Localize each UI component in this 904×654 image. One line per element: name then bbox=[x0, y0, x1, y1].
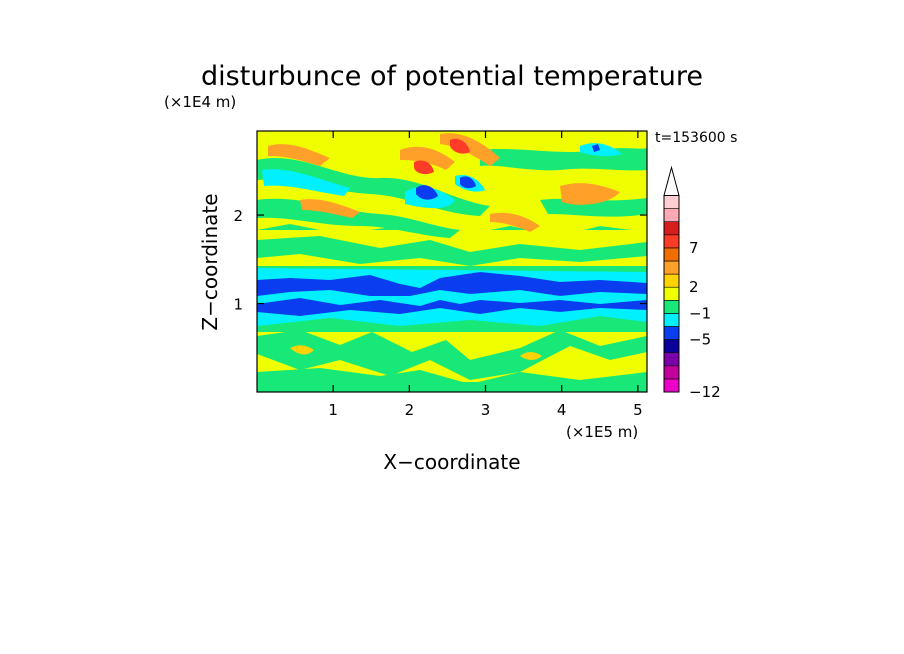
colorbar-swatch bbox=[663, 234, 680, 249]
colorbar-swatch bbox=[663, 339, 680, 354]
x-tick-label: 3 bbox=[481, 401, 491, 419]
colorbar-swatch bbox=[663, 313, 680, 327]
x-scale-label: (×1E5 m) bbox=[566, 423, 638, 441]
x-tick-label: 4 bbox=[557, 401, 567, 419]
colorbar-swatch bbox=[663, 273, 680, 288]
colorbar-label: −5 bbox=[689, 331, 711, 349]
x-tick-label: 5 bbox=[633, 401, 643, 419]
wave-red-1 bbox=[414, 160, 434, 175]
blue-band-lower bbox=[257, 298, 647, 316]
y-tick-label: 2 bbox=[233, 207, 243, 225]
blue-band-upper bbox=[257, 272, 647, 296]
colorbar-swatch bbox=[663, 299, 680, 314]
colorbar-label: −1 bbox=[689, 304, 711, 322]
y-scale-label: (×1E4 m) bbox=[164, 93, 236, 111]
wave-blue-3 bbox=[592, 144, 600, 152]
time-label: t=153600 s bbox=[655, 130, 737, 146]
wave-orange-2 bbox=[300, 199, 360, 218]
x-tick-label: 1 bbox=[328, 401, 338, 419]
colorbar-swatch bbox=[663, 221, 680, 236]
colorbar-swatch bbox=[663, 195, 680, 209]
wave-orange-5 bbox=[560, 183, 620, 205]
colorbar-extend-arrow bbox=[663, 165, 680, 196]
colorbar-label: −12 bbox=[689, 383, 721, 401]
colorbar: −12−5−127 bbox=[663, 165, 721, 401]
colorbar-swatch bbox=[663, 208, 680, 223]
wave-orange-6 bbox=[490, 212, 540, 232]
plot-frame bbox=[256, 130, 648, 393]
colorbar-label: 2 bbox=[689, 278, 699, 296]
y-axis-label: Z−coordinate bbox=[198, 193, 222, 330]
colorbar-swatch bbox=[663, 378, 680, 393]
x-axis-label: X−coordinate bbox=[383, 450, 520, 474]
colorbar-swatch bbox=[663, 365, 680, 380]
colorbar-label: 7 bbox=[689, 239, 699, 257]
colorbar-swatch bbox=[663, 260, 680, 275]
wave-red-2 bbox=[450, 138, 470, 154]
wave-blue-2 bbox=[460, 176, 476, 189]
wave-blue-1 bbox=[416, 185, 438, 200]
upper-green-streak bbox=[257, 236, 647, 266]
wave-orange-1 bbox=[268, 144, 330, 166]
colorbar-swatch bbox=[663, 286, 680, 301]
y-tick-label: 1 bbox=[233, 296, 243, 314]
wave-cyan-1 bbox=[262, 169, 350, 196]
chart-title: disturbunce of potential temperature bbox=[201, 61, 703, 92]
colorbar-swatch bbox=[663, 247, 680, 262]
x-axis-ticks: 1 2 3 4 5 bbox=[328, 131, 643, 419]
contour-field bbox=[257, 131, 647, 392]
lower-green-patch bbox=[257, 330, 647, 380]
lower-green-patch-2 bbox=[257, 368, 647, 392]
wave-cyan-4 bbox=[580, 143, 622, 157]
wave-orange-3 bbox=[400, 146, 455, 170]
colorbar-swatch bbox=[663, 326, 680, 340]
colorbar-swatch bbox=[663, 352, 680, 367]
colorbar-frame bbox=[663, 195, 680, 393]
y-axis-ticks: 12 bbox=[233, 207, 647, 314]
x-tick-label: 2 bbox=[405, 401, 415, 419]
